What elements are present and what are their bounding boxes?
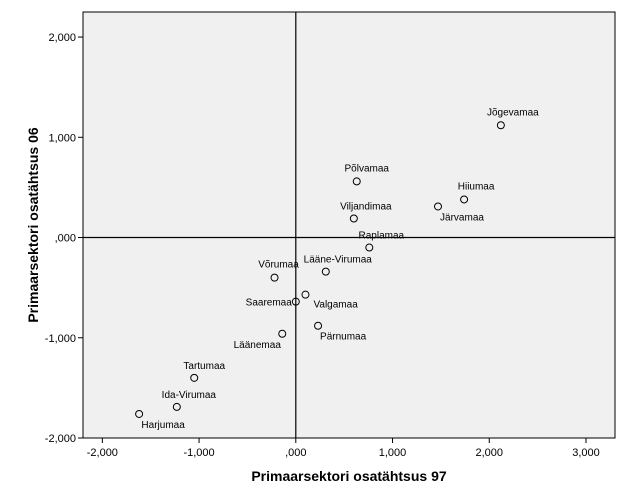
x-tick-label: ,000 (285, 447, 306, 459)
y-tick-label: ,000 (55, 233, 76, 245)
x-tick-label: 1,000 (379, 447, 407, 459)
data-point-label: Lääne-Virumaa (304, 255, 373, 266)
data-point (270, 273, 279, 282)
data-point (291, 297, 300, 306)
x-axis-ticks: -2,000 -1,000 ,000 1,000 2,000 3,000 (87, 438, 600, 459)
plot-area (82, 11, 616, 439)
data-point-label: Järvamaa (440, 212, 484, 223)
data-point (365, 243, 374, 252)
x-tick-label: -1,000 (183, 447, 214, 459)
data-point (172, 402, 181, 411)
data-point (314, 321, 323, 330)
y-axis-title: Primaarsektori osatähtsus 06 (25, 127, 41, 323)
data-point (352, 177, 361, 186)
data-point-label: Saaremaa (246, 298, 293, 309)
data-point (496, 121, 505, 130)
data-point (190, 373, 199, 382)
data-point-label: Viljandimaa (340, 201, 392, 212)
data-point (433, 202, 442, 211)
data-point-label: Läänemaa (234, 340, 282, 351)
data-point (321, 267, 330, 276)
x-axis-title: Primaarsektori osatähtsus 97 (251, 468, 447, 484)
y-tick-label: 2,000 (48, 32, 76, 44)
x-tick-label: 2,000 (475, 447, 503, 459)
data-points: Jõgevamaa Põlvamaa Hiiumaa Järvamaa Viljandi… (135, 107, 539, 431)
y-axis-ticks: -2,000 -1,000 ,000 1,000 2,000 (45, 32, 83, 445)
data-point-label: Põlvamaa (345, 163, 390, 174)
y-tick-label: -2,000 (45, 433, 76, 445)
data-point (301, 290, 310, 299)
data-point (135, 409, 144, 418)
data-point-label: Hiiumaa (458, 181, 495, 192)
data-point-label: Jõgevamaa (487, 107, 539, 118)
data-point-label: Pärnumaa (320, 332, 367, 343)
data-point-label: Harjumaa (141, 420, 185, 431)
data-point (460, 195, 469, 204)
data-point-label: Tartumaa (183, 361, 225, 372)
x-tick-label: 3,000 (572, 447, 600, 459)
data-point-label: Võrumaa (258, 260, 299, 271)
data-point (349, 214, 358, 223)
y-tick-label: 1,000 (48, 132, 76, 144)
data-point-label: Ida-Virumaa (162, 390, 217, 401)
x-tick-label: -2,000 (87, 447, 118, 459)
data-point-label: Valgamaa (313, 300, 358, 311)
y-tick-label: -1,000 (45, 333, 76, 345)
reference-lines (83, 12, 615, 438)
data-point (278, 329, 287, 338)
data-point-label: Raplamaa (359, 231, 405, 242)
